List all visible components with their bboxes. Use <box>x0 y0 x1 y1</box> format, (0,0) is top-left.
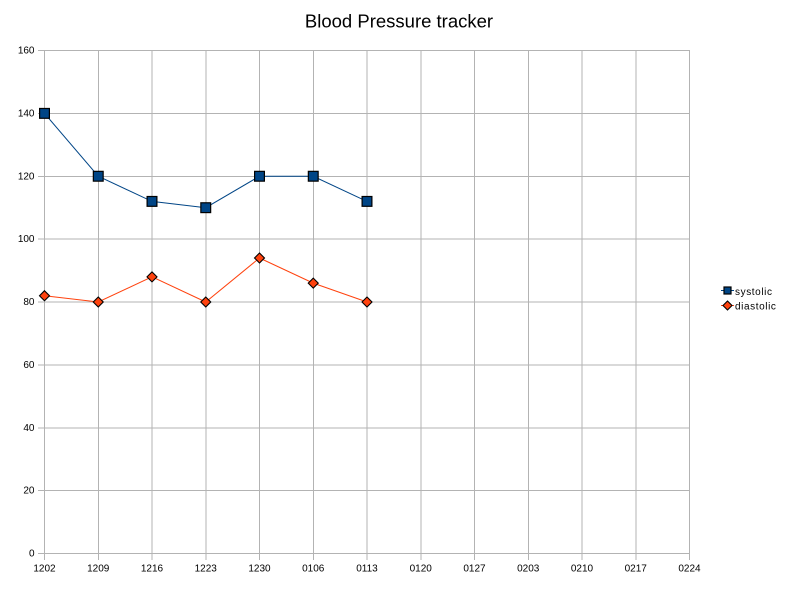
svg-text:0217: 0217 <box>625 564 648 575</box>
svg-text:80: 80 <box>23 297 35 308</box>
svg-text:0203: 0203 <box>517 564 540 575</box>
svg-text:0224: 0224 <box>678 564 701 575</box>
svg-text:1216: 1216 <box>141 564 164 575</box>
svg-text:140: 140 <box>18 108 35 119</box>
svg-text:0: 0 <box>29 549 35 560</box>
svg-text:100: 100 <box>18 234 35 245</box>
svg-text:systolic: systolic <box>735 287 773 298</box>
svg-text:1202: 1202 <box>33 564 56 575</box>
svg-text:diastolic: diastolic <box>735 302 777 313</box>
svg-text:0120: 0120 <box>410 564 433 575</box>
svg-text:20: 20 <box>23 486 35 497</box>
svg-text:0106: 0106 <box>302 564 325 575</box>
svg-text:0210: 0210 <box>571 564 594 575</box>
svg-text:Blood Pressure tracker: Blood Pressure tracker <box>305 11 493 32</box>
svg-text:0127: 0127 <box>463 564 486 575</box>
svg-text:0113: 0113 <box>356 564 378 575</box>
svg-text:40: 40 <box>23 423 35 434</box>
svg-text:1223: 1223 <box>195 564 218 575</box>
svg-text:160: 160 <box>18 46 35 57</box>
svg-text:60: 60 <box>23 360 35 371</box>
svg-text:1209: 1209 <box>87 564 110 575</box>
svg-text:120: 120 <box>18 171 35 182</box>
svg-text:1230: 1230 <box>248 564 271 575</box>
